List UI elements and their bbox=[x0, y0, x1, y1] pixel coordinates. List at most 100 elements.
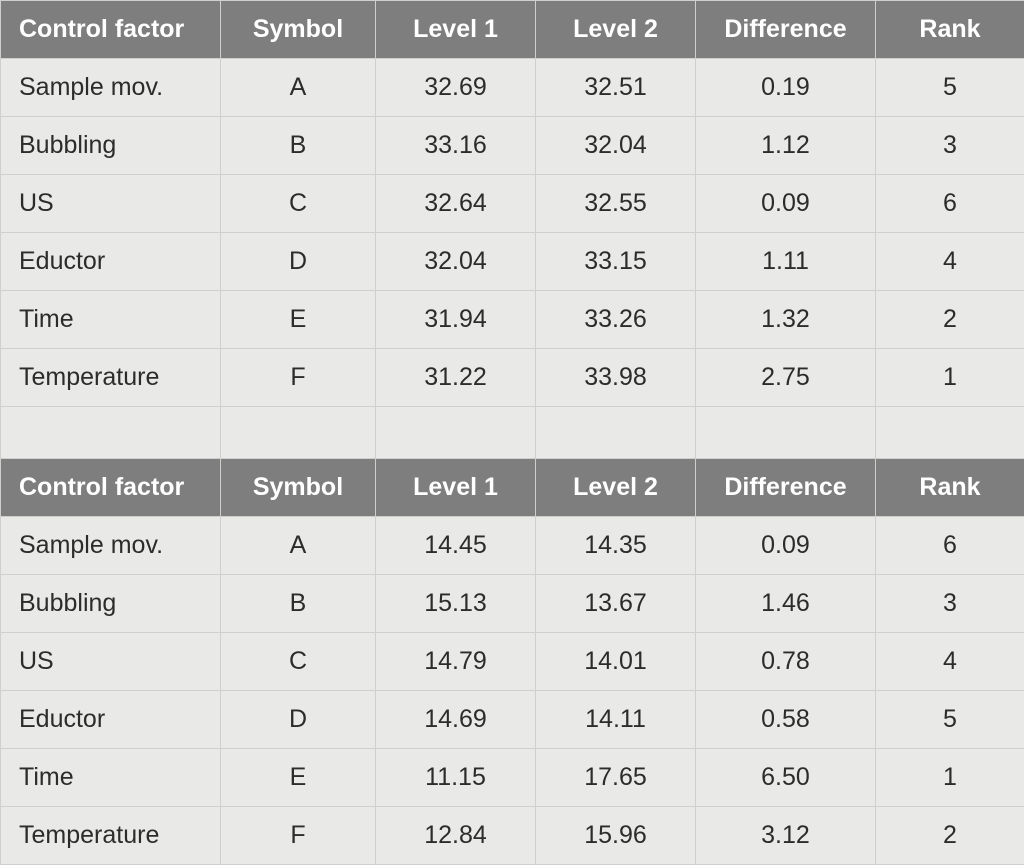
cell-factor: US bbox=[1, 633, 221, 691]
cell-level2: 14.01 bbox=[536, 633, 696, 691]
cell-level1: 11.15 bbox=[376, 749, 536, 807]
cell-factor: Sample mov. bbox=[1, 59, 221, 117]
cell-symbol: B bbox=[221, 575, 376, 633]
cell-symbol: D bbox=[221, 691, 376, 749]
col-header-level1: Level 1 bbox=[376, 459, 536, 517]
cell-factor: Eductor bbox=[1, 691, 221, 749]
cell-diff: 0.09 bbox=[696, 175, 876, 233]
cell-level2: 32.04 bbox=[536, 117, 696, 175]
col-header-rank: Rank bbox=[876, 1, 1024, 59]
cell-level2: 14.35 bbox=[536, 517, 696, 575]
spacer-cell bbox=[536, 407, 696, 459]
table-container: Control factor Symbol Level 1 Level 2 Di… bbox=[0, 0, 1024, 865]
cell-factor: Bubbling bbox=[1, 117, 221, 175]
cell-symbol: A bbox=[221, 59, 376, 117]
cell-level2: 14.11 bbox=[536, 691, 696, 749]
table-row: Eductor D 14.69 14.11 0.58 5 bbox=[1, 691, 1024, 749]
cell-diff: 0.58 bbox=[696, 691, 876, 749]
spacer-row bbox=[1, 407, 1024, 459]
col-header-difference: Difference bbox=[696, 1, 876, 59]
cell-level1: 33.16 bbox=[376, 117, 536, 175]
cell-factor: Temperature bbox=[1, 349, 221, 407]
col-header-symbol: Symbol bbox=[221, 459, 376, 517]
spacer-cell bbox=[876, 407, 1024, 459]
table-row: Temperature F 31.22 33.98 2.75 1 bbox=[1, 349, 1024, 407]
cell-diff: 1.32 bbox=[696, 291, 876, 349]
cell-symbol: F bbox=[221, 349, 376, 407]
table-row: US C 14.79 14.01 0.78 4 bbox=[1, 633, 1024, 691]
spacer-cell bbox=[376, 407, 536, 459]
table-header-row: Control factor Symbol Level 1 Level 2 Di… bbox=[1, 1, 1024, 59]
cell-diff: 1.11 bbox=[696, 233, 876, 291]
cell-level1: 14.45 bbox=[376, 517, 536, 575]
cell-level2: 33.26 bbox=[536, 291, 696, 349]
table-row: Bubbling B 15.13 13.67 1.46 3 bbox=[1, 575, 1024, 633]
cell-factor: Temperature bbox=[1, 807, 221, 865]
col-header-rank: Rank bbox=[876, 459, 1024, 517]
table-row: US C 32.64 32.55 0.09 6 bbox=[1, 175, 1024, 233]
cell-rank: 5 bbox=[876, 691, 1024, 749]
cell-level2: 32.55 bbox=[536, 175, 696, 233]
cell-rank: 2 bbox=[876, 807, 1024, 865]
cell-rank: 1 bbox=[876, 749, 1024, 807]
col-header-level2: Level 2 bbox=[536, 1, 696, 59]
cell-diff: 1.12 bbox=[696, 117, 876, 175]
cell-level2: 15.96 bbox=[536, 807, 696, 865]
cell-rank: 2 bbox=[876, 291, 1024, 349]
spacer-cell bbox=[221, 407, 376, 459]
cell-level1: 12.84 bbox=[376, 807, 536, 865]
col-header-difference: Difference bbox=[696, 459, 876, 517]
cell-level2: 33.98 bbox=[536, 349, 696, 407]
table-header-row: Control factor Symbol Level 1 Level 2 Di… bbox=[1, 459, 1024, 517]
cell-rank: 1 bbox=[876, 349, 1024, 407]
cell-symbol: A bbox=[221, 517, 376, 575]
cell-level1: 31.94 bbox=[376, 291, 536, 349]
spacer-cell bbox=[696, 407, 876, 459]
table-row: Sample mov. A 14.45 14.35 0.09 6 bbox=[1, 517, 1024, 575]
cell-factor: Time bbox=[1, 291, 221, 349]
cell-level1: 32.69 bbox=[376, 59, 536, 117]
cell-level1: 14.69 bbox=[376, 691, 536, 749]
cell-diff: 0.09 bbox=[696, 517, 876, 575]
cell-rank: 6 bbox=[876, 175, 1024, 233]
col-header-factor: Control factor bbox=[1, 1, 221, 59]
table-row: Time E 11.15 17.65 6.50 1 bbox=[1, 749, 1024, 807]
cell-symbol: D bbox=[221, 233, 376, 291]
cell-level1: 31.22 bbox=[376, 349, 536, 407]
cell-diff: 6.50 bbox=[696, 749, 876, 807]
cell-factor: US bbox=[1, 175, 221, 233]
cell-level2: 13.67 bbox=[536, 575, 696, 633]
cell-factor: Time bbox=[1, 749, 221, 807]
cell-level1: 14.79 bbox=[376, 633, 536, 691]
col-header-symbol: Symbol bbox=[221, 1, 376, 59]
cell-symbol: E bbox=[221, 749, 376, 807]
cell-rank: 3 bbox=[876, 117, 1024, 175]
cell-level2: 17.65 bbox=[536, 749, 696, 807]
table-row: Bubbling B 33.16 32.04 1.12 3 bbox=[1, 117, 1024, 175]
cell-rank: 4 bbox=[876, 633, 1024, 691]
table-row: Sample mov. A 32.69 32.51 0.19 5 bbox=[1, 59, 1024, 117]
cell-rank: 6 bbox=[876, 517, 1024, 575]
cell-factor: Bubbling bbox=[1, 575, 221, 633]
cell-rank: 4 bbox=[876, 233, 1024, 291]
col-header-factor: Control factor bbox=[1, 459, 221, 517]
table-row: Time E 31.94 33.26 1.32 2 bbox=[1, 291, 1024, 349]
cell-level1: 32.04 bbox=[376, 233, 536, 291]
table-row: Temperature F 12.84 15.96 3.12 2 bbox=[1, 807, 1024, 865]
cell-symbol: E bbox=[221, 291, 376, 349]
spacer-cell bbox=[1, 407, 221, 459]
table-row: Eductor D 32.04 33.15 1.11 4 bbox=[1, 233, 1024, 291]
factor-table: Control factor Symbol Level 1 Level 2 Di… bbox=[0, 0, 1024, 865]
cell-symbol: C bbox=[221, 175, 376, 233]
col-header-level1: Level 1 bbox=[376, 1, 536, 59]
cell-factor: Sample mov. bbox=[1, 517, 221, 575]
cell-symbol: C bbox=[221, 633, 376, 691]
cell-rank: 3 bbox=[876, 575, 1024, 633]
cell-symbol: F bbox=[221, 807, 376, 865]
cell-diff: 0.78 bbox=[696, 633, 876, 691]
cell-rank: 5 bbox=[876, 59, 1024, 117]
cell-diff: 0.19 bbox=[696, 59, 876, 117]
cell-level1: 15.13 bbox=[376, 575, 536, 633]
cell-diff: 2.75 bbox=[696, 349, 876, 407]
cell-symbol: B bbox=[221, 117, 376, 175]
